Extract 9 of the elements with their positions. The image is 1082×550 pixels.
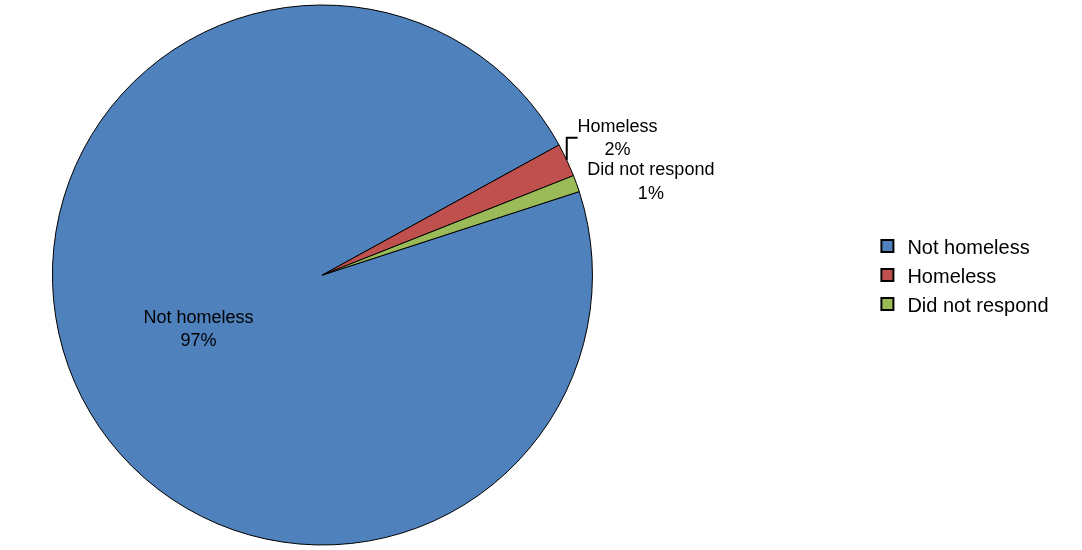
slice-label: Not homeless — [143, 306, 254, 327]
data-label: 97% — [180, 330, 217, 351]
legend-label: Not homeless — [907, 235, 1030, 258]
data-label: 2% — [604, 139, 631, 160]
legend-label: Homeless — [907, 264, 997, 287]
slice-label: Homeless — [577, 115, 658, 136]
legend-label: Did not respond — [907, 293, 1049, 316]
data-label: 1% — [637, 182, 664, 203]
slice-label: Did not respond — [587, 159, 715, 180]
